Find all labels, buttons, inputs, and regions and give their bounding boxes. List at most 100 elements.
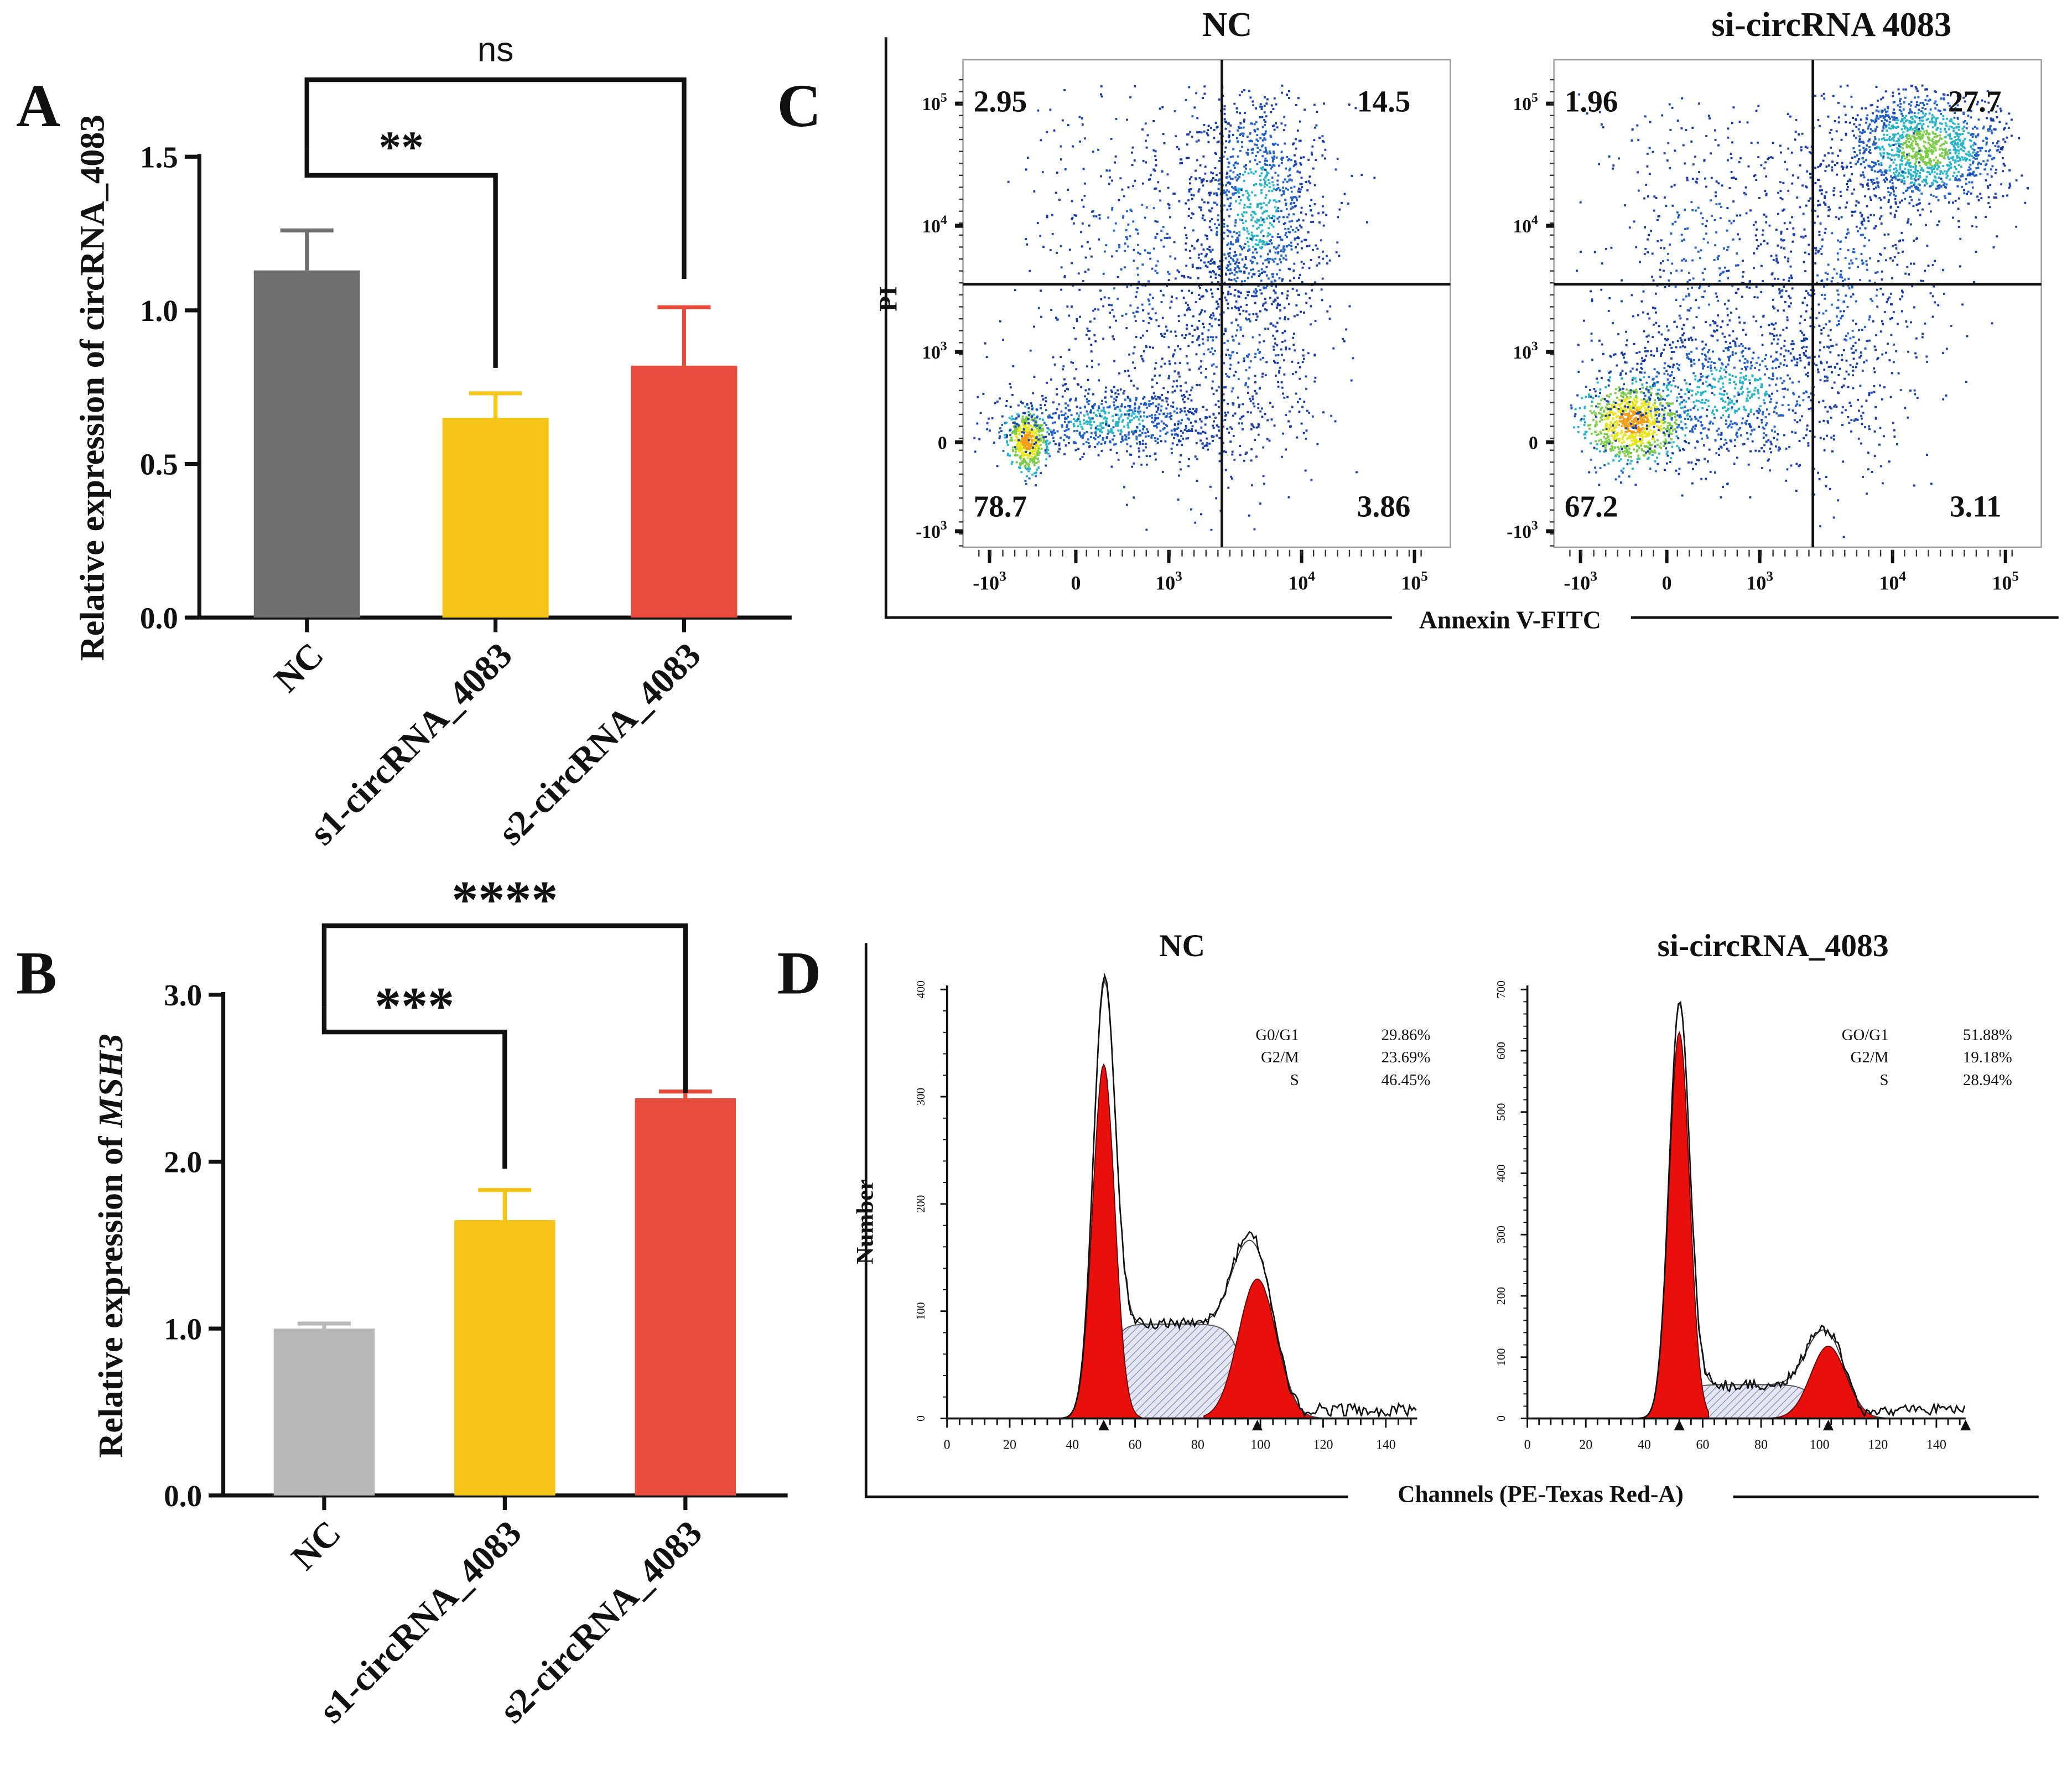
event-dot	[1235, 300, 1238, 303]
event-dot	[1017, 442, 1020, 444]
event-dot	[1655, 381, 1658, 384]
event-dot	[1648, 420, 1651, 422]
event-dot	[1270, 284, 1273, 287]
event-dot	[1314, 320, 1317, 322]
event-dot	[1025, 461, 1027, 464]
event-dot	[1182, 437, 1185, 440]
event-dot	[1287, 496, 1290, 499]
event-dot	[1199, 164, 1202, 167]
event-dot	[1132, 185, 1135, 188]
event-dot	[1171, 442, 1174, 445]
event-dot	[1035, 438, 1037, 441]
event-dot	[1301, 186, 1304, 189]
event-dot	[1607, 435, 1610, 438]
event-dot	[1613, 421, 1616, 423]
event-dot	[1117, 276, 1119, 278]
event-dot	[1615, 419, 1618, 422]
event-dot	[1757, 356, 1760, 359]
event-dot	[1751, 357, 1754, 360]
event-dot	[1182, 393, 1185, 396]
event-dot	[1773, 426, 1776, 428]
event-dot	[1117, 421, 1120, 423]
event-dot	[1776, 377, 1779, 380]
event-dot	[1180, 454, 1182, 456]
event-dot	[1718, 370, 1721, 372]
event-dot	[1113, 229, 1115, 232]
event-dot	[1225, 194, 1228, 196]
event-dot	[1235, 200, 1237, 203]
event-dot	[1687, 397, 1690, 399]
event-dot	[1037, 458, 1040, 460]
event-dot	[1173, 241, 1176, 243]
event-dot	[1618, 452, 1621, 455]
event-dot	[1716, 324, 1719, 327]
event-dot	[1064, 407, 1067, 409]
event-dot	[1633, 435, 1636, 438]
event-dot	[1222, 311, 1225, 314]
event-dot	[1796, 361, 1799, 364]
event-dot	[1141, 357, 1144, 360]
event-dot	[1247, 294, 1249, 297]
event-dot	[1266, 284, 1269, 287]
event-dot	[986, 422, 989, 424]
event-dot	[1149, 346, 1151, 349]
event-dot	[1260, 268, 1263, 271]
event-dot	[1265, 175, 1268, 178]
event-dot	[1188, 188, 1191, 191]
event-dot	[1232, 260, 1235, 262]
event-dot	[1598, 339, 1601, 342]
event-dot	[1067, 442, 1070, 444]
event-dot	[1092, 309, 1095, 312]
event-dot	[1034, 472, 1036, 475]
event-dot	[1643, 412, 1646, 414]
event-dot	[1687, 357, 1690, 360]
event-dot	[1239, 253, 1242, 256]
event-dot	[1129, 399, 1132, 402]
event-dot	[1155, 426, 1158, 429]
event-dot	[1679, 337, 1682, 339]
event-dot	[1064, 168, 1067, 170]
event-dot	[1045, 458, 1048, 461]
event-dot	[1685, 353, 1688, 355]
event-dot	[1065, 417, 1068, 420]
event-dot	[1595, 434, 1598, 437]
event-dot	[1670, 384, 1673, 387]
event-dot	[1134, 402, 1136, 405]
event-dot	[1232, 164, 1235, 167]
bar	[631, 365, 738, 618]
event-dot	[1102, 408, 1105, 411]
event-dot	[1656, 463, 1659, 465]
event-dot	[1229, 155, 1232, 158]
event-dot	[1261, 224, 1264, 226]
event-dot	[1590, 333, 1593, 335]
event-dot	[1271, 190, 1274, 193]
event-dot	[1655, 421, 1658, 423]
event-dot	[1262, 235, 1265, 237]
event-dot	[1100, 431, 1103, 434]
event-dot	[1040, 139, 1042, 142]
event-dot	[1621, 420, 1624, 422]
event-dot	[1078, 414, 1081, 417]
event-dot	[1600, 443, 1602, 445]
event-dot	[1870, 391, 1873, 394]
event-dot	[1267, 253, 1269, 256]
event-dot	[1209, 276, 1212, 278]
event-dot	[1628, 435, 1630, 438]
event-dot	[1079, 458, 1082, 461]
event-dot	[1275, 189, 1278, 191]
event-dot	[1162, 428, 1165, 430]
event-dot	[1253, 212, 1256, 215]
event-dot	[1216, 434, 1218, 437]
event-dot	[1129, 209, 1132, 211]
event-dot	[1191, 212, 1193, 215]
event-dot	[1061, 368, 1064, 371]
event-dot	[1035, 448, 1037, 450]
event-dot	[1600, 407, 1603, 410]
event-dot	[1741, 417, 1744, 420]
event-dot	[1107, 432, 1109, 435]
event-dot	[1029, 438, 1032, 441]
event-dot	[1088, 329, 1091, 332]
event-dot	[1879, 465, 1882, 468]
event-dot	[1772, 372, 1774, 375]
event-dot	[1322, 205, 1324, 207]
